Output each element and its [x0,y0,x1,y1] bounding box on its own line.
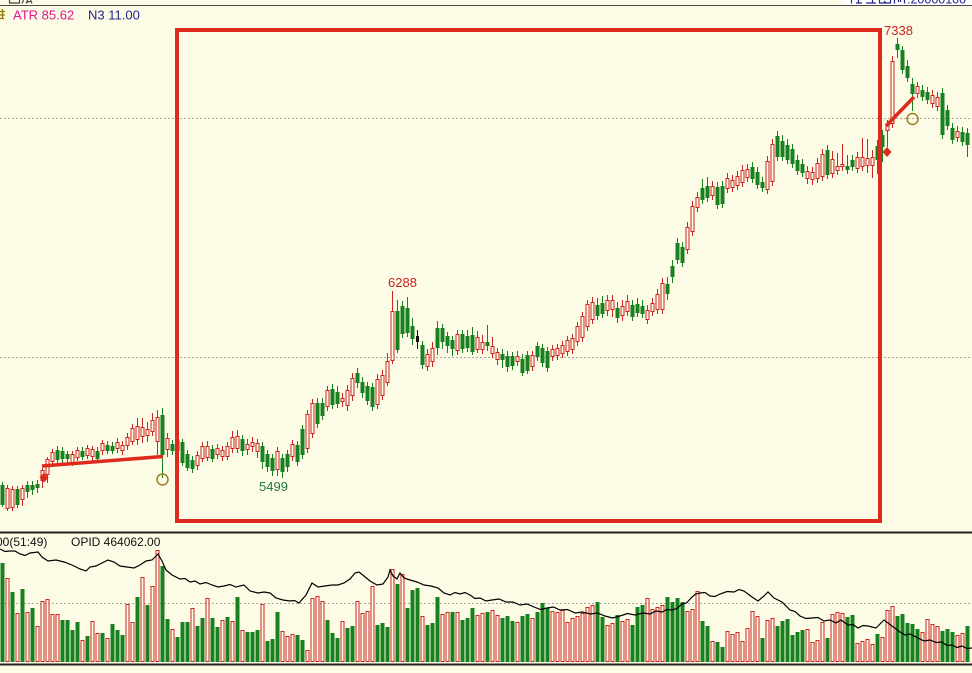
svg-text:5499: 5499 [259,479,288,494]
svg-text::20000100: :20000100 [907,0,966,7]
svg-text:7338: 7338 [884,23,913,38]
svg-text:6288: 6288 [388,275,417,290]
svg-text:N3 11.00: N3 11.00 [88,8,140,23]
svg-text:00(51:49): 00(51:49) [0,535,47,549]
svg-text:OPID 464062.00: OPID 464062.00 [71,535,161,549]
svg-text:ATR 85.62: ATR 85.62 [13,8,74,23]
